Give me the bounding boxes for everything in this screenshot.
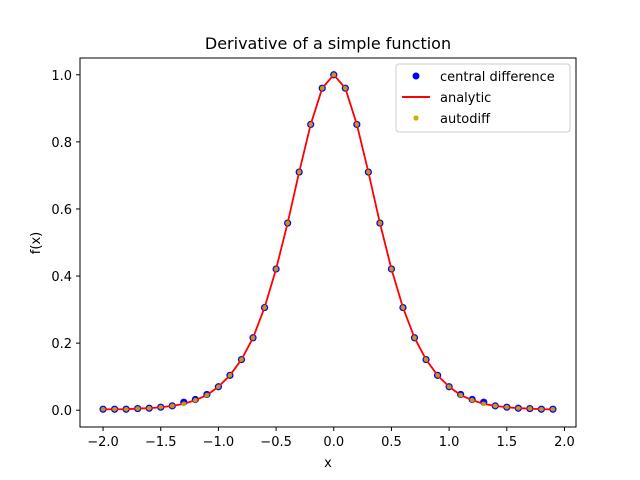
point-autodiff bbox=[365, 169, 371, 175]
point-autodiff bbox=[319, 85, 325, 91]
x-tick-label: 0.0 bbox=[323, 435, 344, 450]
x-tick-label: 0.5 bbox=[381, 435, 402, 450]
point-autodiff bbox=[435, 372, 440, 378]
point-autodiff bbox=[446, 384, 452, 390]
point-autodiff bbox=[112, 406, 118, 412]
x-tick-label: −0.5 bbox=[260, 435, 292, 450]
legend-marker-central-difference bbox=[412, 72, 420, 80]
point-autodiff bbox=[504, 404, 510, 410]
point-autodiff bbox=[400, 305, 406, 310]
y-tick-label: 0.2 bbox=[51, 337, 72, 352]
legend-label-central-difference: central difference bbox=[440, 70, 555, 85]
point-autodiff bbox=[158, 404, 164, 410]
y-tick-label: 1.0 bbox=[51, 69, 72, 84]
point-autodiff bbox=[412, 335, 417, 341]
point-autodiff bbox=[469, 397, 475, 403]
y-tick-label: 0.4 bbox=[51, 270, 72, 285]
point-autodiff bbox=[250, 335, 256, 341]
plot-area-frame bbox=[79, 57, 577, 428]
legend-box bbox=[395, 63, 571, 133]
x-tick-label: 2.0 bbox=[554, 435, 575, 450]
point-autodiff bbox=[550, 406, 556, 412]
point-autodiff bbox=[216, 384, 221, 390]
y-tick-label: 0.8 bbox=[51, 136, 72, 151]
x-tick-label: −1.0 bbox=[203, 435, 235, 450]
x-tick-label: 1.5 bbox=[496, 435, 517, 450]
legend: central difference analytic autodiff bbox=[395, 63, 571, 133]
chart-title: Derivative of a simple function bbox=[205, 34, 451, 53]
series-layer bbox=[99, 71, 557, 413]
point-autodiff bbox=[515, 405, 521, 411]
point-autodiff bbox=[308, 122, 314, 127]
point-autodiff bbox=[331, 72, 337, 78]
point-autodiff bbox=[354, 122, 360, 127]
line-analytic bbox=[103, 73, 553, 411]
point-autodiff bbox=[492, 403, 498, 409]
point-autodiff bbox=[481, 401, 487, 407]
point-autodiff bbox=[100, 406, 106, 412]
x-axis: −2.0 −1.5 −1.0 −0.5 0.0 0.5 1.0 1.5 2.0 bbox=[87, 427, 575, 450]
point-autodiff bbox=[181, 401, 187, 407]
point-autodiff bbox=[527, 406, 533, 411]
point-autodiff bbox=[146, 405, 152, 411]
point-autodiff bbox=[239, 357, 244, 362]
point-autodiff bbox=[538, 406, 544, 412]
point-autodiff bbox=[273, 266, 279, 272]
y-tick-label: 0.6 bbox=[51, 203, 72, 218]
point-autodiff bbox=[342, 85, 348, 91]
point-autodiff bbox=[423, 357, 429, 362]
point-autodiff bbox=[458, 392, 464, 398]
point-autodiff bbox=[204, 392, 210, 398]
point-autodiff bbox=[285, 220, 291, 226]
point-autodiff bbox=[262, 305, 267, 310]
point-autodiff bbox=[169, 403, 175, 409]
point-autodiff bbox=[192, 397, 198, 403]
point-autodiff bbox=[227, 372, 233, 378]
x-tick-label: −2.0 bbox=[87, 435, 119, 450]
point-autodiff bbox=[389, 266, 394, 272]
point-autodiff bbox=[123, 406, 129, 412]
y-axis: 0.0 0.2 0.4 0.6 0.8 1.0 bbox=[51, 69, 80, 419]
legend-marker-autodiff bbox=[413, 115, 419, 121]
x-axis-label: x bbox=[324, 456, 332, 471]
legend-label-autodiff: autodiff bbox=[440, 112, 491, 127]
x-tick-label: 1.0 bbox=[439, 435, 460, 450]
point-autodiff bbox=[296, 169, 302, 175]
point-autodiff bbox=[135, 406, 141, 411]
y-axis-label: f(x) bbox=[29, 232, 44, 254]
x-tick-label: −1.5 bbox=[145, 435, 177, 450]
legend-label-analytic: analytic bbox=[440, 91, 491, 106]
y-tick-label: 0.0 bbox=[51, 404, 72, 419]
point-autodiff bbox=[377, 220, 383, 226]
